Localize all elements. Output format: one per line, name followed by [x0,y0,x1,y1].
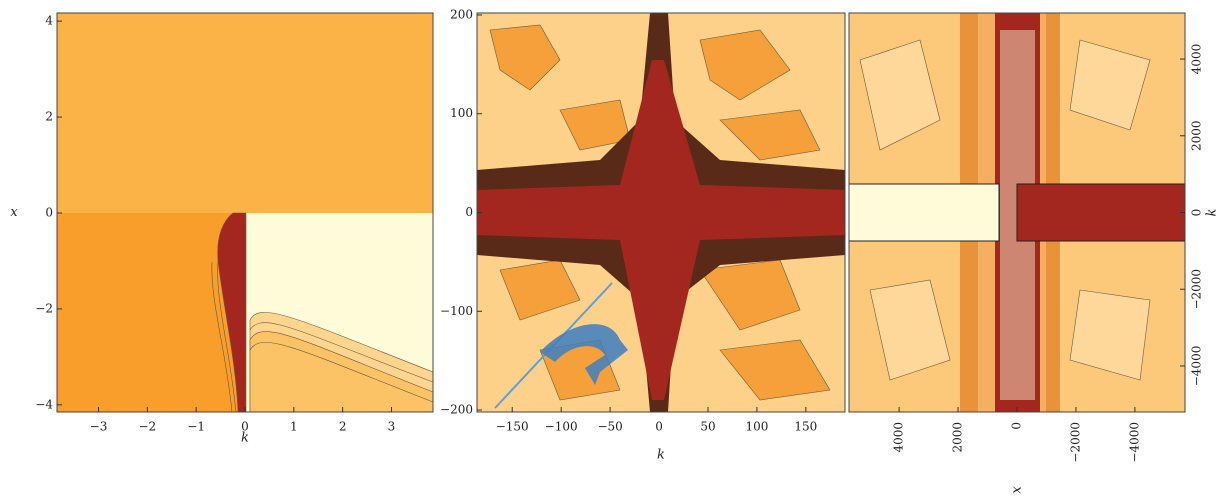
y-tick-label: −200 [440,403,473,417]
x-axis-label: k [657,448,665,463]
x-tick-label: 4000 [892,422,906,453]
y-tick-label: 4 [45,14,53,28]
y-tick-label: 2000 [1190,120,1204,151]
panel-1-contours [57,13,434,413]
panel-2-contours [477,13,845,412]
y-tick-label: 0 [45,205,53,219]
x-tick-label: 3 [388,420,396,434]
x-tick-label: −50 [597,420,622,434]
y-tick-label: 0 [465,205,473,219]
y-tick-label: 0 [1190,209,1204,217]
x-tick-label: −150 [496,420,529,434]
y-tick-label: −4 [35,397,53,411]
x-axis-label: x [1010,486,1025,494]
x-tick-label: 50 [700,420,715,434]
x-axis-label: k [241,431,249,446]
x-tick-label: 2000 [951,422,965,453]
x-tick-label: 0 [1010,422,1024,430]
x-tick-label: −2000 [1068,422,1082,463]
x-tick-label: 100 [745,420,768,434]
y-axis-label: k [1205,208,1220,216]
x-tick-label: 2 [339,420,347,434]
x-tick-label: −1 [187,420,205,434]
x-tick-label: −2 [138,420,156,434]
x-tick-label: −3 [90,420,108,434]
y-tick-label: 100 [450,106,473,120]
x-tick-label: 0 [655,420,663,434]
y-tick-label: −4000 [1190,346,1204,387]
x-tick-label: 1 [290,420,298,434]
x-tick-label: 0 [241,420,249,434]
y-tick-label: 4000 [1190,44,1204,75]
x-tick-label: 150 [794,420,817,434]
y-tick-label: −100 [440,304,473,318]
y-tick-label: 200 [450,7,473,21]
y-tick-label: −2000 [1190,269,1204,310]
panel-3-contours [848,13,1186,412]
x-tick-label: −100 [545,420,578,434]
x-tick-label: −4000 [1127,422,1141,463]
y-axis-label: x [10,205,18,220]
y-tick-label: 2 [45,110,53,124]
y-tick-label: −2 [35,301,53,315]
